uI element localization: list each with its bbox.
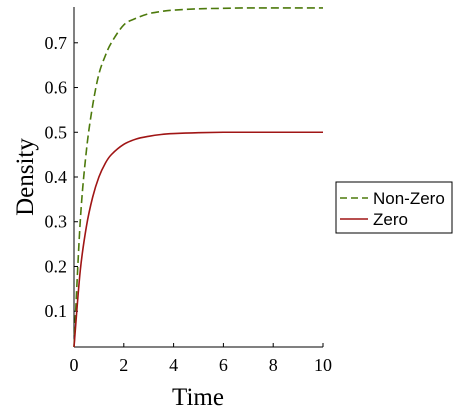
x-axis-title: Time	[172, 384, 224, 411]
y-axis-title: Density	[12, 138, 39, 216]
series-line-zero	[73, 131, 323, 348]
x-tick-label: 4	[169, 355, 178, 375]
x-tick-label: 10	[314, 355, 332, 375]
x-tick-label: 0	[70, 355, 79, 375]
series-layer	[73, 7, 323, 348]
legend-box	[335, 181, 453, 234]
y-tick-label: 0.4	[45, 167, 68, 187]
x-ticks: 0 2 4 6 8 10	[70, 343, 332, 375]
legend: Non-Zero Zero	[335, 181, 453, 234]
x-tick-label: 8	[269, 355, 278, 375]
y-ticks: 0.1 0.2 0.3 0.4 0.5 0.6 0.7	[45, 33, 78, 321]
y-tick-label: 0.7	[45, 33, 68, 53]
y-tick-label: 0.6	[45, 78, 68, 98]
x-tick-label: 2	[119, 355, 128, 375]
y-tick-label: 0.1	[45, 301, 68, 321]
axes	[73, 7, 323, 348]
series-line-non-zero	[73, 7, 323, 348]
y-tick-label: 0.2	[45, 256, 68, 276]
legend-label-non-zero: Non-Zero	[373, 189, 445, 208]
y-tick-label: 0.3	[45, 212, 68, 232]
legend-label-zero: Zero	[373, 210, 408, 229]
x-tick-label: 6	[219, 355, 228, 375]
y-tick-label: 0.5	[45, 122, 68, 142]
